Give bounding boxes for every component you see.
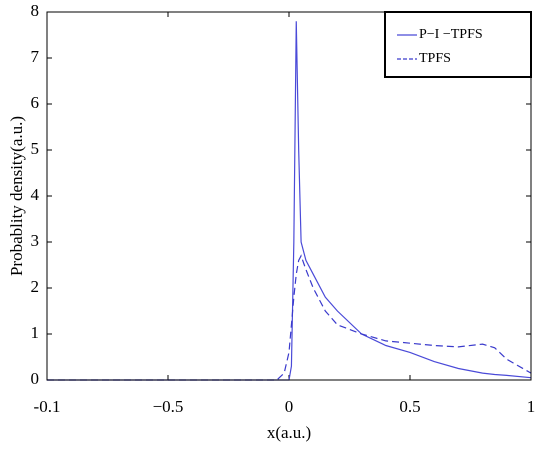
legend-box <box>384 11 532 78</box>
x-axis-label: x(a.u.) <box>267 423 311 442</box>
data-line <box>47 254 532 381</box>
y-tick-label: 2 <box>31 277 40 296</box>
y-tick-label: 8 <box>31 1 40 20</box>
y-tick-label: 3 <box>31 231 40 250</box>
x-tick-label: -0.1 <box>34 397 61 416</box>
y-tick-label: 7 <box>31 47 40 66</box>
y-tick-label: 6 <box>31 93 40 112</box>
data-line <box>47 21 532 381</box>
legend-text: P−I −TPFS <box>419 27 483 42</box>
y-axis-label: Probablity density(a.u.) <box>7 116 26 276</box>
x-tick-label: 1 <box>527 397 536 416</box>
plot-frame <box>46 11 532 381</box>
y-tick-label: 4 <box>31 185 40 204</box>
x-tick-label: 0.5 <box>399 397 420 416</box>
y-tick-label: 1 <box>31 323 40 342</box>
legend-text: TPFS <box>419 51 451 66</box>
y-tick-label: 0 <box>31 369 40 388</box>
x-tick-label: −0.5 <box>153 397 184 416</box>
x-tick-label: 0 <box>285 397 294 416</box>
y-tick-label: 5 <box>31 139 40 158</box>
